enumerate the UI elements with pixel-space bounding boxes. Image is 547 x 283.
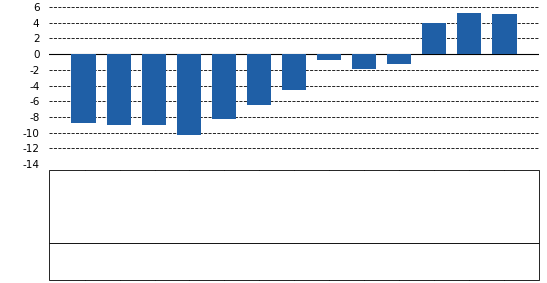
Text: 5,1: 5,1	[514, 257, 529, 267]
Text: May: May	[476, 201, 497, 212]
Bar	[107, 54, 131, 125]
Text: Aug: Aug	[162, 201, 182, 212]
Text: -8,7: -8,7	[92, 257, 112, 267]
Text: -1,2: -1,2	[407, 257, 426, 267]
Text: June: June	[511, 201, 532, 212]
Bar	[177, 54, 201, 135]
Bar	[492, 14, 516, 54]
Text: 5,2: 5,2	[479, 257, 494, 267]
Bar	[282, 54, 306, 89]
Text: -10,3: -10,3	[195, 257, 219, 267]
Bar	[352, 54, 376, 69]
Bar	[212, 54, 236, 119]
Text: Jan
2010: Jan 2010	[334, 196, 359, 217]
Text: -9,0: -9,0	[127, 257, 147, 267]
Text: Nov: Nov	[267, 201, 286, 212]
Text: Dec: Dec	[302, 201, 321, 212]
Text: -8,3: -8,3	[232, 257, 251, 267]
Text: Sept: Sept	[196, 201, 218, 212]
Bar	[247, 54, 271, 105]
Bar	[317, 54, 341, 60]
Text: -6,5: -6,5	[267, 257, 286, 267]
Text: -9,0: -9,0	[162, 257, 182, 267]
Text: July: July	[129, 201, 146, 212]
Bar	[457, 13, 481, 54]
Bar	[72, 54, 96, 123]
Text: Feb: Feb	[373, 201, 391, 212]
Text: March: March	[401, 201, 432, 212]
Bar	[387, 54, 411, 64]
Text: -4,5: -4,5	[302, 257, 321, 267]
Text: %: %	[62, 257, 72, 267]
Text: April: April	[440, 201, 463, 212]
Text: 4,0: 4,0	[444, 257, 459, 267]
Text: -1,9: -1,9	[372, 257, 391, 267]
Text: -0,7: -0,7	[337, 257, 356, 267]
Text: June
2009: June 2009	[90, 196, 114, 217]
Bar	[422, 23, 446, 54]
Text: Oct: Oct	[234, 201, 251, 212]
Bar	[142, 54, 166, 125]
